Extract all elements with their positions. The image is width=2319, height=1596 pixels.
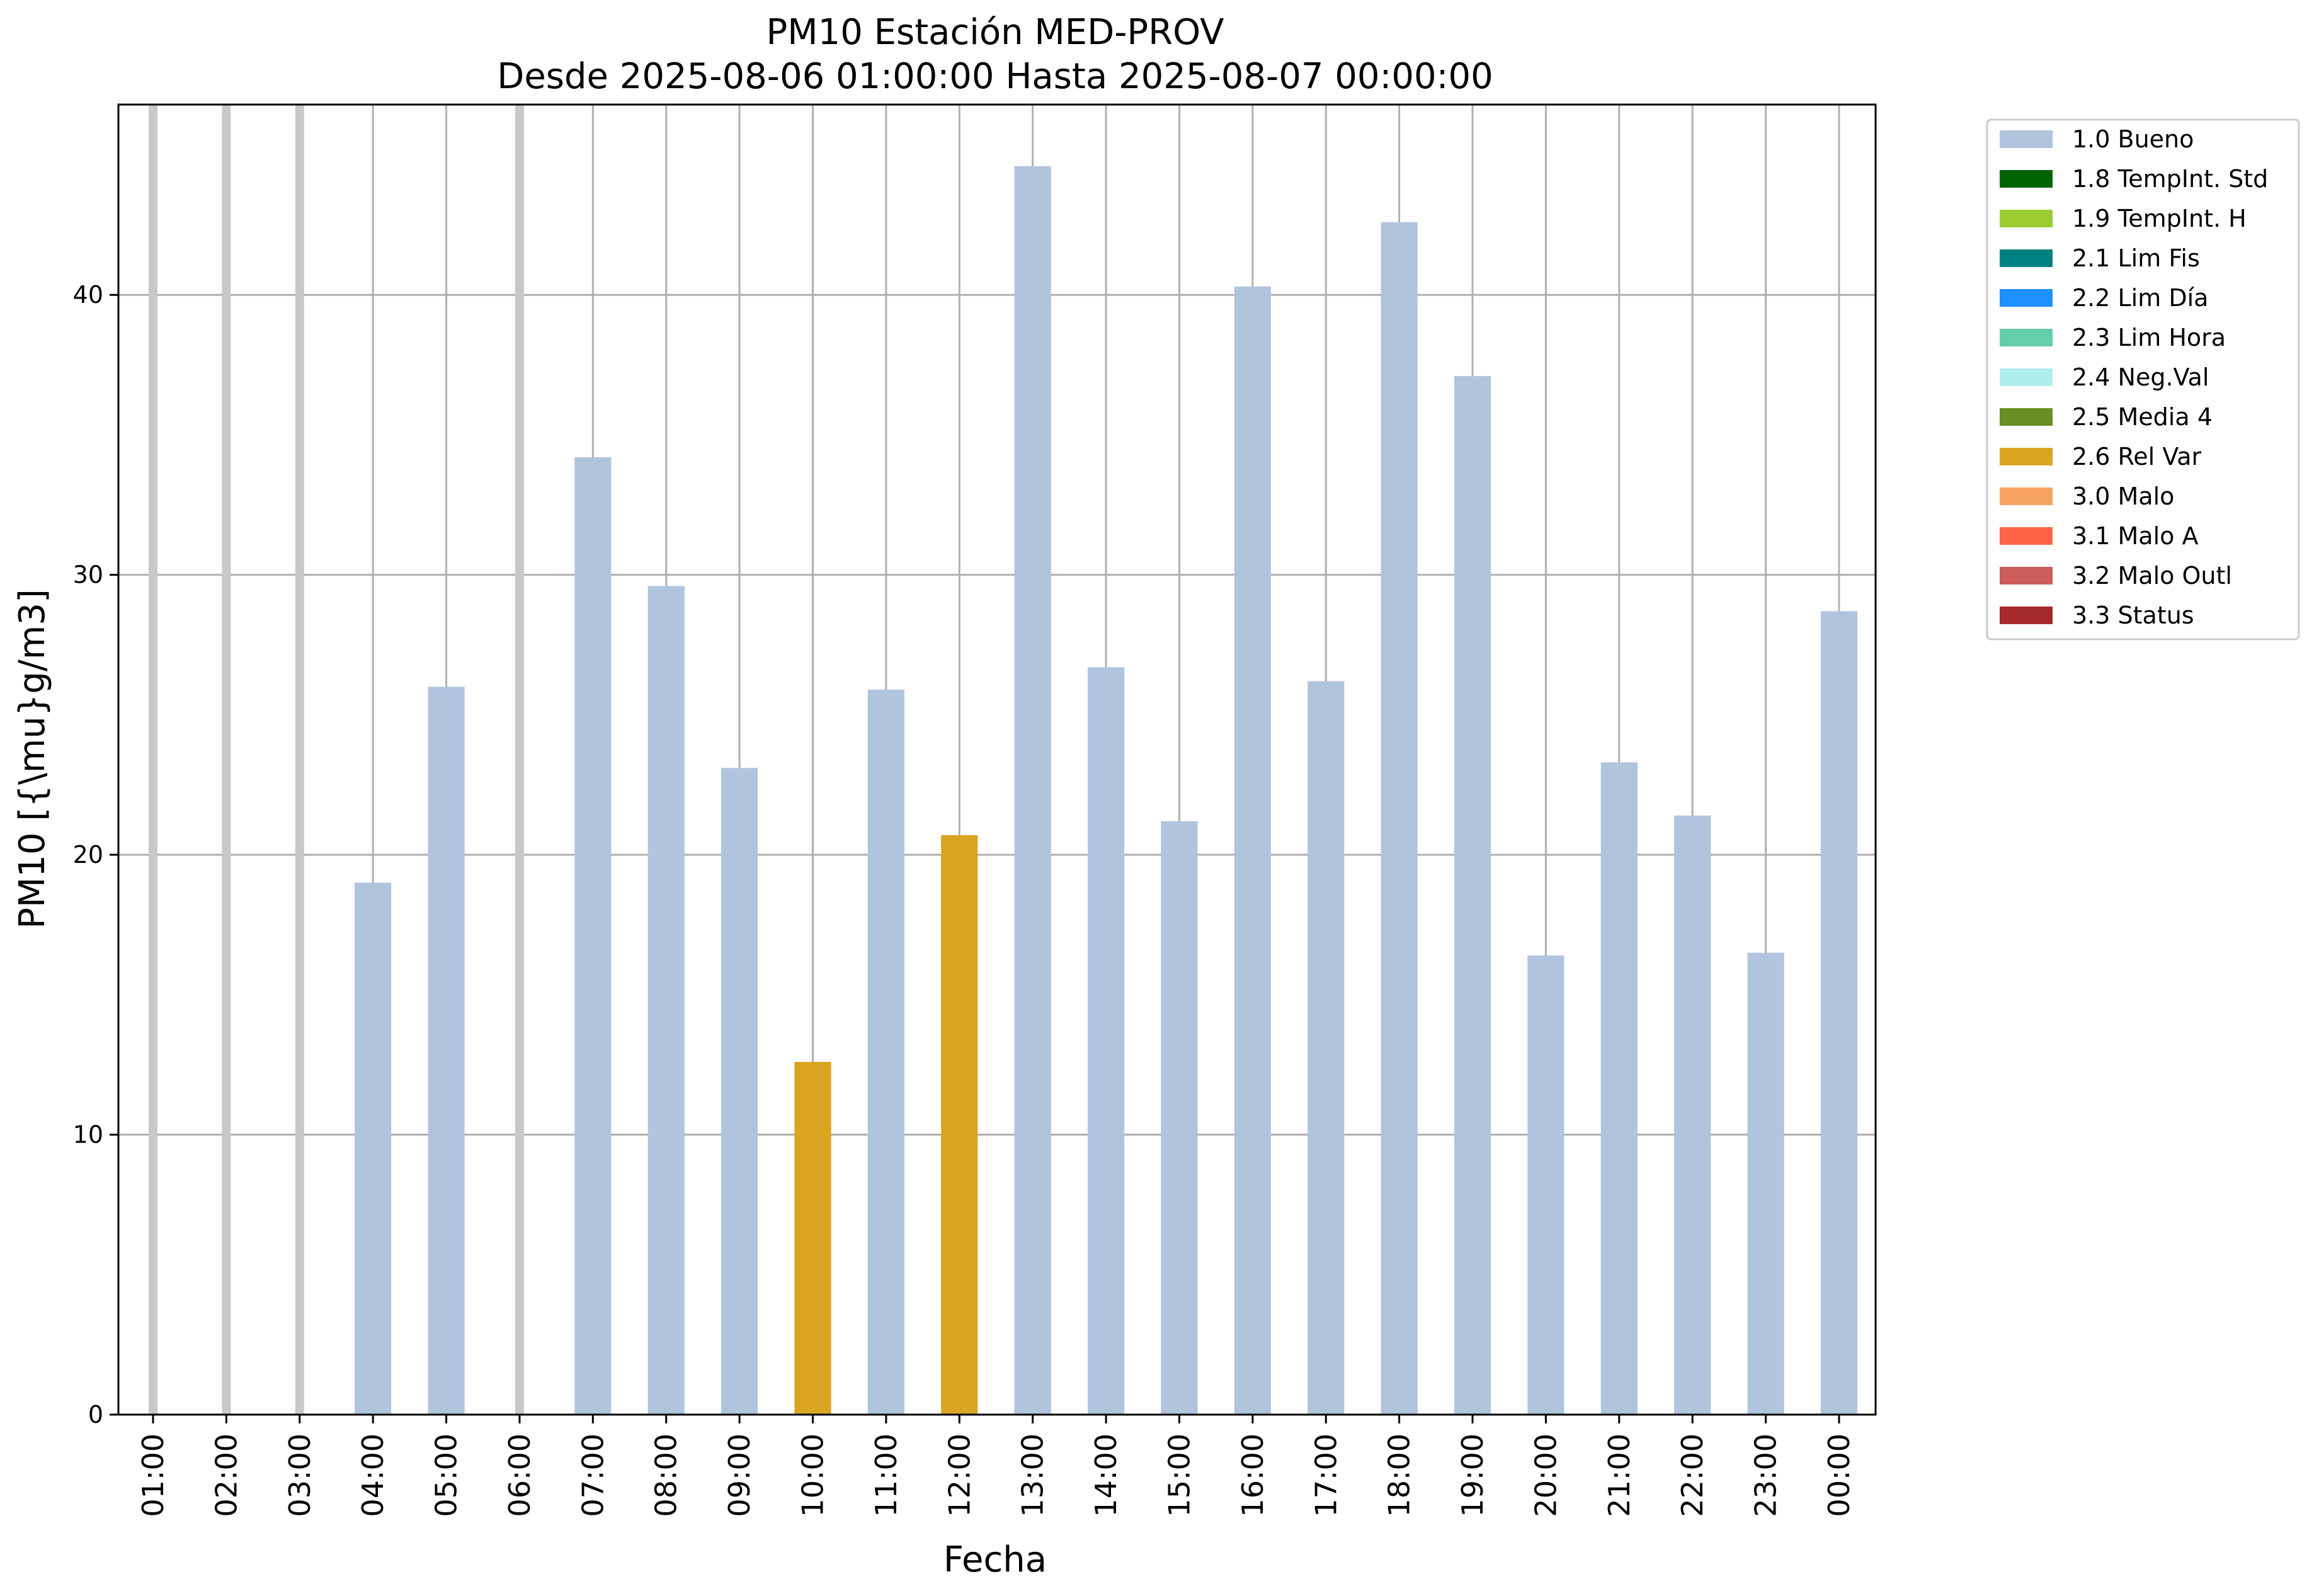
chart-subtitle: Desde 2025-08-06 01:00:00 Hasta 2025-08-… xyxy=(497,56,1493,97)
bar xyxy=(1454,376,1491,1415)
x-tick-label: 03:00 xyxy=(283,1434,317,1517)
x-tick-label: 12:00 xyxy=(942,1434,976,1517)
x-tick-label: 13:00 xyxy=(1016,1434,1050,1517)
legend-label: 1.0 Bueno xyxy=(2072,125,2194,153)
y-axis-label: PM10 [{\mu}g/m3] xyxy=(12,589,53,929)
y-tick-label: 10 xyxy=(73,1121,103,1149)
legend: 1.0 Bueno 1.8 TempInt. Std 1.9 TempInt. H 2… xyxy=(1986,118,2300,641)
bar xyxy=(1014,166,1051,1415)
y-tick-label: 30 xyxy=(73,561,103,589)
legend-swatch xyxy=(2000,567,2053,584)
bar xyxy=(647,586,685,1415)
bar xyxy=(428,687,465,1415)
legend-label: 3.1 Malo A xyxy=(2072,522,2198,550)
legend-label: 2.2 Lim Día xyxy=(2072,284,2208,312)
x-tick-label: 04:00 xyxy=(356,1434,390,1517)
x-tick-label: 19:00 xyxy=(1456,1434,1490,1517)
x-tick-label: 06:00 xyxy=(503,1434,537,1517)
bar xyxy=(1747,952,1784,1415)
missing-value-marker xyxy=(149,105,157,1415)
bar xyxy=(1600,762,1638,1415)
x-tick-label: 00:00 xyxy=(1822,1434,1856,1517)
legend-label: 2.4 Neg.Val xyxy=(2072,363,2209,391)
legend-swatch xyxy=(2000,170,2053,188)
x-tick-label: 11:00 xyxy=(869,1434,903,1517)
y-tick-label: 20 xyxy=(73,841,103,869)
x-tick-label: 01:00 xyxy=(136,1434,170,1517)
legend-label: 1.8 TempInt. Std xyxy=(2072,165,2268,193)
bar xyxy=(941,835,978,1415)
legend-swatch xyxy=(2000,368,2053,386)
bar xyxy=(721,768,758,1415)
legend-label: 3.2 Malo Outl xyxy=(2072,562,2232,590)
x-tick-label: 09:00 xyxy=(722,1434,756,1517)
chart-title: PM10 Estación MED-PROV xyxy=(766,12,1224,53)
x-tick-label: 05:00 xyxy=(430,1434,464,1517)
y-tick-label: 40 xyxy=(73,281,103,309)
x-tick-label: 08:00 xyxy=(649,1434,683,1517)
x-tick-label: 02:00 xyxy=(209,1434,243,1517)
legend-label: 2.5 Media 4 xyxy=(2072,403,2213,431)
bar xyxy=(355,882,392,1415)
bar xyxy=(1820,611,1858,1415)
legend-label: 2.3 Lim Hora xyxy=(2072,324,2226,351)
x-axis-ticks: 01:00 02:00 03:00 04:00 05:00 06:00 07:00 08:00… xyxy=(136,1415,1856,1517)
legend-swatch xyxy=(2000,527,2053,545)
legend-frame xyxy=(1986,118,2300,641)
bar xyxy=(1308,681,1345,1415)
bars xyxy=(149,105,1858,1415)
legend-label: 3.3 Status xyxy=(2072,601,2194,629)
missing-value-marker xyxy=(295,105,304,1415)
x-tick-label: 21:00 xyxy=(1602,1434,1636,1517)
x-tick-label: 17:00 xyxy=(1309,1434,1343,1517)
legend-items: 1.0 Bueno 1.8 TempInt. Std 1.9 TempInt. H 2… xyxy=(2000,125,2268,629)
x-tick-label: 18:00 xyxy=(1382,1434,1416,1517)
bar xyxy=(1381,222,1418,1415)
bar xyxy=(1087,667,1125,1415)
legend-swatch xyxy=(2000,249,2053,267)
x-tick-label: 16:00 xyxy=(1236,1434,1270,1517)
x-tick-label: 14:00 xyxy=(1089,1434,1123,1517)
x-tick-label: 07:00 xyxy=(576,1434,610,1517)
legend-swatch xyxy=(2000,408,2053,426)
legend-label: 2.1 Lim Fis xyxy=(2072,244,2200,272)
legend-swatch xyxy=(2000,329,2053,346)
bar xyxy=(1527,955,1564,1415)
y-tick-label: 0 xyxy=(88,1401,103,1428)
bar xyxy=(1161,821,1198,1415)
legend-label: 3.0 Malo xyxy=(2072,482,2174,510)
bar xyxy=(574,457,612,1415)
legend-swatch xyxy=(2000,210,2053,227)
legend-label: 2.6 Rel Var xyxy=(2072,443,2202,470)
missing-value-marker xyxy=(222,105,231,1415)
x-tick-label: 15:00 xyxy=(1162,1434,1196,1517)
legend-swatch xyxy=(2000,487,2053,505)
legend-swatch xyxy=(2000,607,2053,624)
missing-value-marker xyxy=(515,105,524,1415)
legend-swatch xyxy=(2000,130,2053,148)
bar xyxy=(867,689,905,1415)
legend-swatch xyxy=(2000,448,2053,465)
legend-label: 1.9 TempInt. H xyxy=(2072,205,2247,232)
bar xyxy=(794,1062,831,1415)
legend-swatch xyxy=(2000,289,2053,307)
x-tick-label: 22:00 xyxy=(1675,1434,1709,1517)
x-axis-label: Fecha xyxy=(943,1539,1047,1580)
plot-frame xyxy=(117,103,1877,1416)
x-tick-label: 20:00 xyxy=(1529,1434,1563,1517)
x-tick-label: 10:00 xyxy=(796,1434,830,1517)
bar xyxy=(1674,815,1711,1415)
y-axis-ticks: 0 10 20 30 40 xyxy=(73,281,118,1428)
x-tick-label: 23:00 xyxy=(1749,1434,1783,1517)
bar xyxy=(1234,286,1271,1415)
